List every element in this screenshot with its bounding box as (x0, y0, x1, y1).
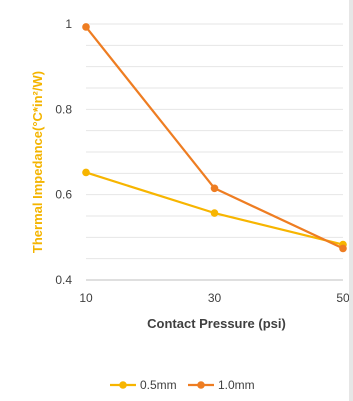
legend-label: 0.5mm (140, 378, 177, 392)
x-tick-label: 10 (79, 291, 93, 305)
data-point-1-0mm (82, 23, 90, 31)
right-edge-divider (349, 0, 353, 401)
y-tick-label: 0.4 (55, 273, 72, 287)
y-tick-labels: 0.4 0.6 0.8 1 (55, 17, 72, 287)
series-group (82, 23, 347, 253)
legend-marker (197, 381, 205, 389)
legend-item-0-5mm: 0.5mm (110, 378, 177, 392)
legend-label: 1.0mm (218, 378, 255, 392)
legend: 0.5mm 1.0mm (110, 378, 255, 392)
series-line-0-5mm (85, 171, 344, 246)
data-point-0-5mm (82, 168, 90, 177)
gridlines (86, 23, 343, 260)
x-tick-label: 30 (208, 291, 222, 305)
legend-marker (119, 381, 127, 389)
data-point-0-5mm (210, 209, 219, 217)
x-tick-labels: 10 30 50 (79, 291, 350, 305)
legend-item-1-0mm: 1.0mm (188, 378, 255, 392)
y-tick-label: 0.8 (55, 102, 72, 116)
data-point-1-0mm (210, 184, 219, 193)
y-tick-label: 0.6 (55, 188, 72, 202)
x-axis-label: Contact Pressure (psi) (147, 316, 286, 331)
x-tick-label: 50 (336, 291, 350, 305)
y-tick-label: 1 (65, 17, 72, 31)
y-axis-label: Thermal Impedance(°C*in²/W) (30, 71, 45, 253)
data-point-1-0mm (339, 244, 347, 253)
